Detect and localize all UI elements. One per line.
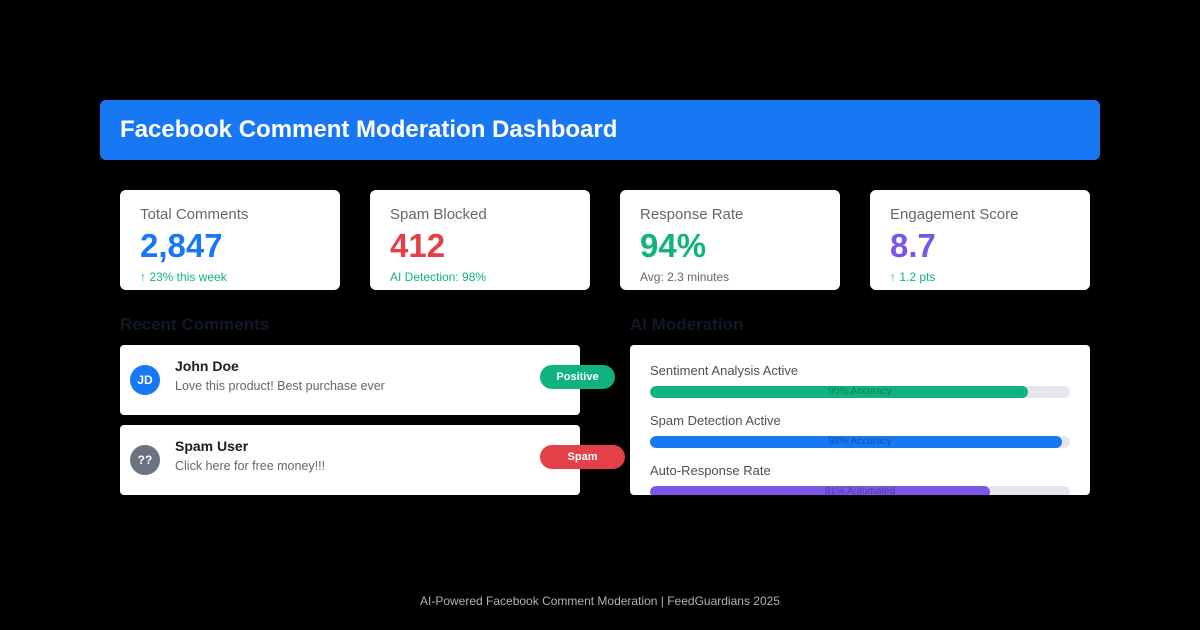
progress-text: 81% Automated [824,486,896,495]
avatar: ?? [130,445,160,475]
progress-fill [650,386,1028,398]
progress-text: 98% Accuracy [828,436,892,447]
moderation-item-auto-response: Auto-Response Rate 81% Automated [650,463,1070,495]
ai-moderation-title: AI Moderation [630,315,744,334]
comment-card[interactable]: JD John Doe Love this product! Best purc… [120,345,580,415]
stat-note: ↑ 1.2 pts [890,270,936,284]
recent-comments-title: Recent Comments [120,315,270,334]
comment-text: Love this product! Best purchase ever [175,379,385,393]
stat-card-engagement-score: Engagement Score 8.7 ↑ 1.2 pts [870,190,1090,290]
stat-value: 2,847 [140,227,223,264]
stat-value: 94% [640,227,707,264]
page-title: Facebook Comment Moderation Dashboard [120,116,618,143]
ai-moderation-panel: Sentiment Analysis Active 90% Accuracy S… [630,345,1090,495]
comment-author: Spam User [175,438,249,454]
stat-note: ↑ 23% this week [140,270,227,284]
moderation-item-spam-detection: Spam Detection Active 98% Accuracy [650,413,1070,448]
comment-author: John Doe [175,358,239,374]
stat-value: 8.7 [890,227,936,264]
avatar: JD [130,365,160,395]
sentiment-badge-spam: Spam [540,445,625,469]
stat-card-response-rate: Response Rate 94% Avg: 2.3 minutes [620,190,840,290]
stat-value: 412 [390,227,446,264]
moderation-label: Auto-Response Rate [650,463,771,478]
sentiment-badge-positive: Positive [540,365,615,389]
stat-label: Spam Blocked [390,206,487,223]
progress-track: 90% Accuracy [650,386,1070,398]
stat-card-total-comments: Total Comments 2,847 ↑ 23% this week [120,190,340,290]
stat-note: AI Detection: 98% [390,270,487,284]
moderation-item-sentiment: Sentiment Analysis Active 90% Accuracy [650,363,1070,398]
comment-text: Click here for free money!!! [175,459,326,473]
dashboard-header: Facebook Comment Moderation Dashboard [100,100,1100,160]
comment-card[interactable]: ?? Spam User Click here for free money!!… [120,425,580,495]
progress-fill [650,436,1062,448]
stat-note: Avg: 2.3 minutes [640,270,730,284]
footer-text: AI-Powered Facebook Comment Moderation |… [420,594,780,608]
progress-fill [650,486,991,495]
moderation-label: Sentiment Analysis Active [650,363,799,378]
progress-track: 98% Accuracy [650,436,1070,448]
stat-label: Total Comments [140,206,249,223]
moderation-label: Spam Detection Active [650,413,781,428]
progress-track: 81% Automated [650,486,1070,495]
stat-card-spam-blocked: Spam Blocked 412 AI Detection: 98% [370,190,590,290]
progress-text: 90% Accuracy [828,386,892,397]
stat-label: Engagement Score [890,206,1019,223]
stat-label: Response Rate [640,206,744,223]
